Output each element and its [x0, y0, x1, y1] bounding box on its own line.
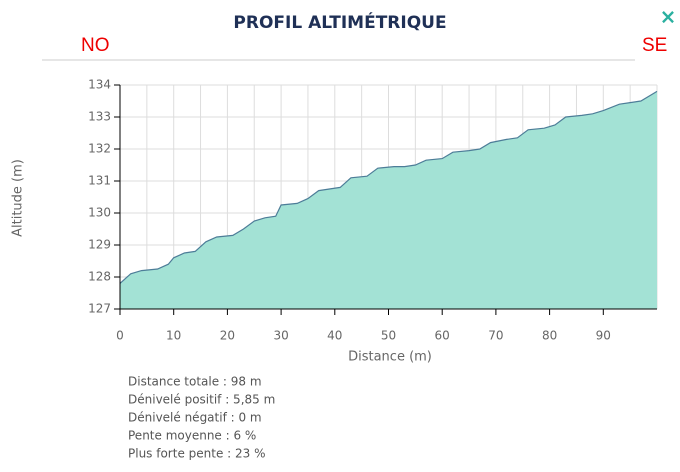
- y-tick-label: 130: [88, 206, 111, 220]
- left-label: NO: [81, 35, 110, 56]
- stat: Dénivelé positif : 5,85 m: [128, 393, 275, 407]
- y-tick-label: 131: [88, 174, 111, 188]
- x-tick-label: 80: [542, 329, 557, 343]
- x-axis-label: Distance (m): [348, 350, 432, 365]
- y-tick-label: 132: [88, 142, 111, 156]
- y-tick-label: 129: [88, 238, 111, 252]
- line: [119, 90, 658, 284]
- x-tick-label: 20: [220, 329, 235, 343]
- area: [120, 91, 657, 310]
- stat: Dénivelé négatif : 0 m: [128, 411, 262, 425]
- stat: Pente moyenne : 6 %: [128, 429, 256, 443]
- x-tick-label: 70: [488, 329, 503, 343]
- y-tick-label: 133: [88, 110, 111, 124]
- title: PROFIL ALTIMÉTRIQUE: [233, 11, 446, 33]
- stat: Distance totale : 98 m: [128, 375, 262, 389]
- x-tick-label: 50: [381, 329, 396, 343]
- y-tick-label: 127: [88, 302, 111, 316]
- close-button[interactable]: ×: [660, 5, 677, 29]
- x-tick-label: 10: [166, 329, 181, 343]
- x-tick-label: 90: [596, 329, 611, 343]
- x-tick-label: 40: [327, 329, 342, 343]
- right-label: SE: [642, 35, 667, 56]
- x-tick-label: 30: [273, 329, 288, 343]
- stat: Plus forte pente : 23 %: [128, 447, 266, 461]
- x-tick-label: 60: [435, 329, 450, 343]
- y-axis-label: Altitude (m): [11, 159, 26, 237]
- y-tick-label: 134: [88, 78, 111, 92]
- x-tick-label: 0: [116, 329, 124, 343]
- y-tick-label: 128: [88, 270, 111, 284]
